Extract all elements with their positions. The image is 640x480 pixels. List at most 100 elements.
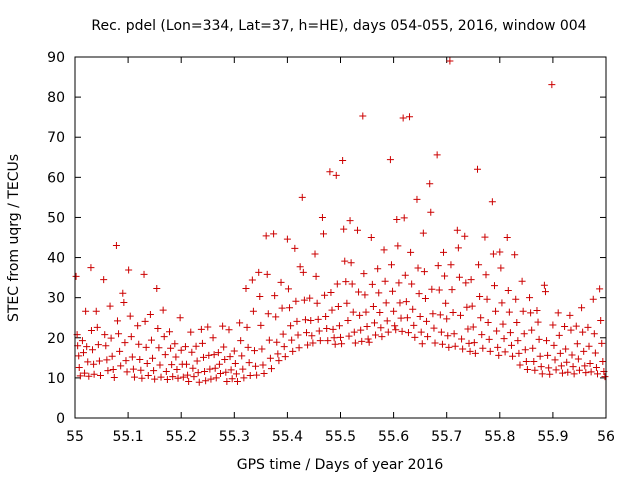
data-point [309, 339, 317, 347]
data-point [150, 367, 158, 375]
data-point [415, 290, 423, 298]
data-point [380, 246, 388, 254]
data-point [579, 328, 587, 336]
data-point [137, 366, 145, 374]
data-point [466, 347, 474, 355]
data-point [337, 333, 344, 341]
data-point [204, 323, 212, 331]
data-point [538, 370, 546, 378]
data-point [280, 343, 288, 351]
data-point [548, 81, 556, 89]
data-point [592, 363, 600, 371]
data-point [79, 349, 87, 357]
data-point [292, 297, 300, 305]
data-point [417, 328, 425, 336]
data-point [162, 367, 170, 375]
data-point [160, 333, 168, 341]
data-point [357, 326, 365, 334]
data-point [486, 347, 494, 355]
data-point [134, 322, 142, 330]
data-point [527, 309, 535, 317]
data-point [100, 276, 108, 284]
data-point [274, 350, 282, 358]
x-tick-label: 55.1 [113, 429, 144, 445]
data-point [526, 294, 534, 302]
data-point [596, 285, 604, 293]
data-point [551, 356, 559, 364]
data-point [272, 313, 280, 321]
data-point [293, 317, 301, 325]
data-point [301, 316, 309, 324]
data-point [529, 344, 537, 352]
data-point [438, 340, 446, 348]
data-point [84, 358, 92, 366]
data-point [338, 340, 346, 348]
data-point [341, 257, 349, 265]
data-point [585, 342, 593, 350]
data-point [221, 355, 229, 363]
data-point [255, 268, 263, 276]
data-point [554, 309, 562, 317]
data-point [243, 323, 251, 331]
data-point [528, 326, 536, 334]
data-point [231, 359, 239, 367]
data-point [323, 325, 331, 333]
data-point [304, 341, 312, 349]
data-point [442, 299, 450, 307]
y-axis-label: STEC from uqrg / TECUs [6, 154, 22, 322]
data-point [225, 326, 233, 334]
y-tick-label: 30 [47, 291, 65, 307]
data-point [258, 345, 266, 353]
y-tick-label: 20 [47, 331, 65, 347]
data-point [519, 307, 527, 315]
data-point [391, 322, 399, 330]
data-point [363, 323, 371, 331]
data-point [227, 366, 235, 374]
data-point [185, 377, 193, 385]
data-point [343, 299, 351, 307]
data-point [522, 357, 530, 365]
data-point [440, 248, 448, 256]
data-point [416, 313, 424, 321]
data-point [189, 364, 197, 372]
data-point [470, 339, 478, 347]
data-point [567, 326, 575, 334]
data-point [575, 366, 583, 374]
data-point [93, 323, 101, 331]
data-point [226, 353, 234, 361]
data-point [76, 372, 84, 380]
data-point [90, 360, 98, 368]
data-point [117, 362, 125, 370]
data-point [197, 325, 205, 333]
data-point [279, 330, 287, 338]
data-point [450, 330, 458, 338]
data-point [115, 330, 123, 338]
data-point [210, 351, 218, 359]
data-point [252, 362, 260, 370]
data-point [123, 368, 131, 376]
data-point [270, 230, 278, 238]
data-point [455, 273, 463, 281]
data-point [499, 320, 507, 328]
data-point [195, 378, 203, 386]
data-point [359, 112, 367, 120]
data-point [389, 287, 397, 295]
data-point [477, 314, 485, 322]
y-tick-label: 90 [47, 50, 65, 66]
data-point [443, 315, 451, 323]
data-point [154, 325, 162, 333]
data-point [130, 373, 138, 381]
data-point [597, 317, 605, 325]
data-point [392, 326, 400, 334]
data-point [183, 360, 191, 368]
data-point [540, 281, 548, 289]
data-point [362, 308, 370, 316]
data-point [563, 358, 571, 366]
y-tick-label: 80 [47, 90, 65, 106]
data-point [358, 337, 366, 345]
data-point [245, 359, 253, 367]
data-point [291, 244, 299, 252]
data-point [312, 272, 320, 280]
data-point [493, 327, 501, 335]
